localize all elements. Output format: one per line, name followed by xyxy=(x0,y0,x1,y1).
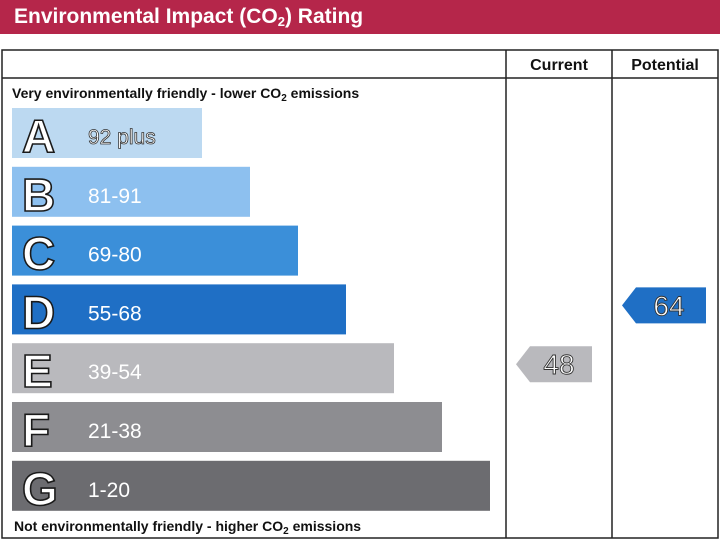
potential-rating-pointer: 64 xyxy=(622,287,706,324)
band-letter-g: G xyxy=(22,463,58,515)
band-range-g: 1-20 xyxy=(88,479,130,502)
band-c: C 69-80 xyxy=(12,225,298,280)
header-title-sub: 2 xyxy=(277,14,285,29)
current-rating-pointer-arrow xyxy=(516,346,592,383)
rating-pointers: 48 64 xyxy=(516,287,706,383)
band-range-d: 55-68 xyxy=(88,302,142,325)
header-title-suffix: ) Rating xyxy=(284,5,364,28)
current-rating-pointer: 48 xyxy=(516,346,592,383)
band-range-a: 92 plus xyxy=(88,126,156,149)
chart-border xyxy=(1,49,719,539)
band-b: B 81-91 xyxy=(12,166,250,222)
top-note-suffix: emissions xyxy=(287,85,360,101)
band-range-f: 21-38 xyxy=(88,420,142,443)
potential-rating-pointer-arrow xyxy=(622,287,706,324)
potential-rating-pointer-value: 64 xyxy=(653,290,684,321)
band-bar-f xyxy=(12,402,442,452)
bottom-note-prefix: Not environmentally friendly - higher CO xyxy=(14,518,283,534)
band-g: G 1-20 xyxy=(12,460,490,516)
band-d: D 55-68 xyxy=(12,284,346,339)
top-note-sub: 2 xyxy=(281,93,287,104)
band-bar-a xyxy=(12,108,202,158)
band-range-e: 39-54 xyxy=(88,361,142,384)
band-e: E 39-54 xyxy=(12,343,394,398)
band-letter-e: E xyxy=(22,345,53,397)
band-f: F 21-38 xyxy=(12,402,442,457)
band-letter-b: B xyxy=(22,169,55,221)
band-letter-c: C xyxy=(22,228,55,280)
band-bar-g xyxy=(12,460,490,511)
current-column-header: Current xyxy=(530,57,588,74)
band-range-b: 81-91 xyxy=(88,185,142,208)
top-note-prefix: Very environmentally friendly - lower CO xyxy=(12,85,281,101)
bottom-note-suffix: emissions xyxy=(289,518,362,534)
band-bar-e xyxy=(12,343,394,394)
band-letter-f: F xyxy=(22,404,50,456)
chart-frame xyxy=(1,49,719,539)
bottom-note: Not environmentally friendly - higher CO… xyxy=(14,518,361,537)
bottom-note-sub: 2 xyxy=(283,526,289,537)
band-range-c: 69-80 xyxy=(88,244,142,267)
header-title-prefix: Environmental Impact (CO xyxy=(14,5,278,28)
current-rating-pointer-value: 48 xyxy=(543,349,574,380)
rating-bands: A 92 plus B 81-91 C 69-80 D 55-68 E 39-54 F 21-38 G 1… xyxy=(12,108,490,516)
band-bar-d xyxy=(12,284,346,335)
band-letter-d: D xyxy=(22,286,55,338)
potential-column-header: Potential xyxy=(631,57,699,74)
top-note: Very environmentally friendly - lower CO… xyxy=(12,85,359,104)
band-letter-a: A xyxy=(22,110,55,162)
band-bar-b xyxy=(12,166,250,217)
chart-header: Environmental Impact (CO2) Rating xyxy=(0,0,720,34)
band-bar-c xyxy=(12,225,298,276)
band-a: A 92 plus xyxy=(12,108,202,163)
